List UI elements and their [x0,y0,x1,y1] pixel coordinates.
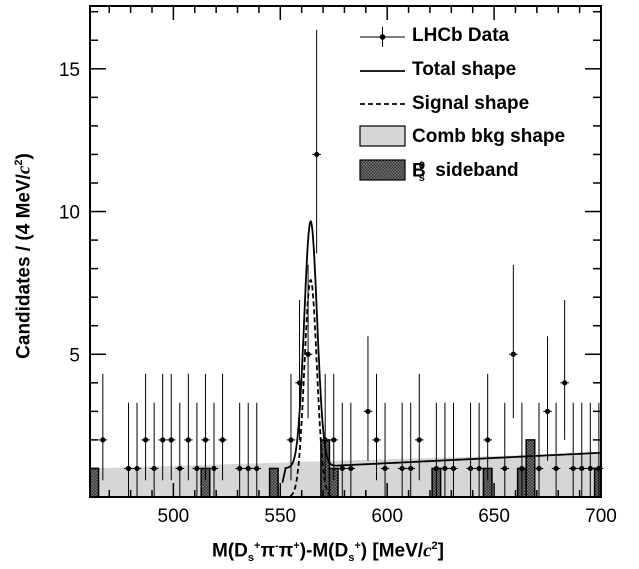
data-point [450,465,457,472]
x-axis-title: M(Ds+π-π+)-M(Ds+) [MeV/c2] [212,540,444,565]
legend-label-total-shape: Total shape [412,59,517,80]
data-point [151,465,157,472]
data-point [177,465,183,472]
data-point [125,465,132,472]
data-point [365,408,371,414]
data-point [211,465,217,472]
bs0-sideband-bar [525,439,536,498]
data-point [562,380,568,386]
x-tick-label: 600 [371,506,403,527]
data-point [433,465,439,472]
data-point [553,465,559,472]
data-point [579,465,585,472]
data-point [485,437,491,443]
data-point [502,465,508,472]
data-point [519,465,525,472]
legend-symbol-sideband [359,159,406,181]
data-point [476,465,482,472]
data-point [587,465,593,472]
data-point [408,465,414,472]
data-point [288,437,294,443]
x-tick-label: 700 [585,506,617,527]
data-point [168,437,174,443]
x-tick-label: 550 [264,506,296,527]
data-point [339,465,345,472]
comb-bkg-area [90,452,601,497]
data-point [305,351,311,357]
data-point [322,437,328,443]
data-point [416,437,422,443]
legend [359,27,406,181]
data-points [98,29,604,497]
y-tick-label: 10 [59,203,80,224]
legend-label-signal-shape: Signal shape [412,93,530,114]
legend-symbol-comb-bkg [359,125,406,147]
data-point [134,465,140,472]
data-point [536,465,542,472]
data-point [510,351,516,357]
axis-ticks [90,6,602,497]
data-point [442,465,448,472]
x-tick-label: 650 [478,506,510,527]
plot-frame [89,5,602,498]
data-point [544,408,551,414]
data-point [348,465,354,472]
data-point [100,437,106,443]
data-point [373,437,380,443]
tick-labels: 500 550 600 650 700 5 10 15 [59,60,617,527]
data-point [399,465,405,472]
y-tick-label: 5 [69,345,80,366]
data-point [296,380,303,386]
data-point [254,465,260,472]
data-point [194,465,200,472]
data-point [382,465,388,472]
data-point [570,465,576,472]
comb-bkg-fill [90,452,601,497]
data-point [467,465,474,472]
data-point [219,437,226,443]
data-point [202,437,209,443]
data-point [142,437,149,443]
data-point [160,437,166,443]
legend-label-comb-bkg-shape: Comb bkg shape [412,126,566,147]
legend-symbol-data-point [379,34,386,40]
x-tick-label: 500 [158,506,190,527]
data-point [314,151,320,158]
data-point [237,465,243,472]
y-axis-title: Candidates / (4 MeV/c2) [13,153,35,359]
data-point [331,437,337,443]
data-point [185,437,191,443]
y-tick-label: 15 [59,60,80,81]
bs0-sideband-bar [89,467,100,498]
legend-label-bs0-sideband: Bs0 sideband [412,160,519,185]
bs0-sideband-bar [268,467,279,498]
legend-label-lhcb-data: LHCb Data [412,25,510,46]
data-point [245,465,251,472]
